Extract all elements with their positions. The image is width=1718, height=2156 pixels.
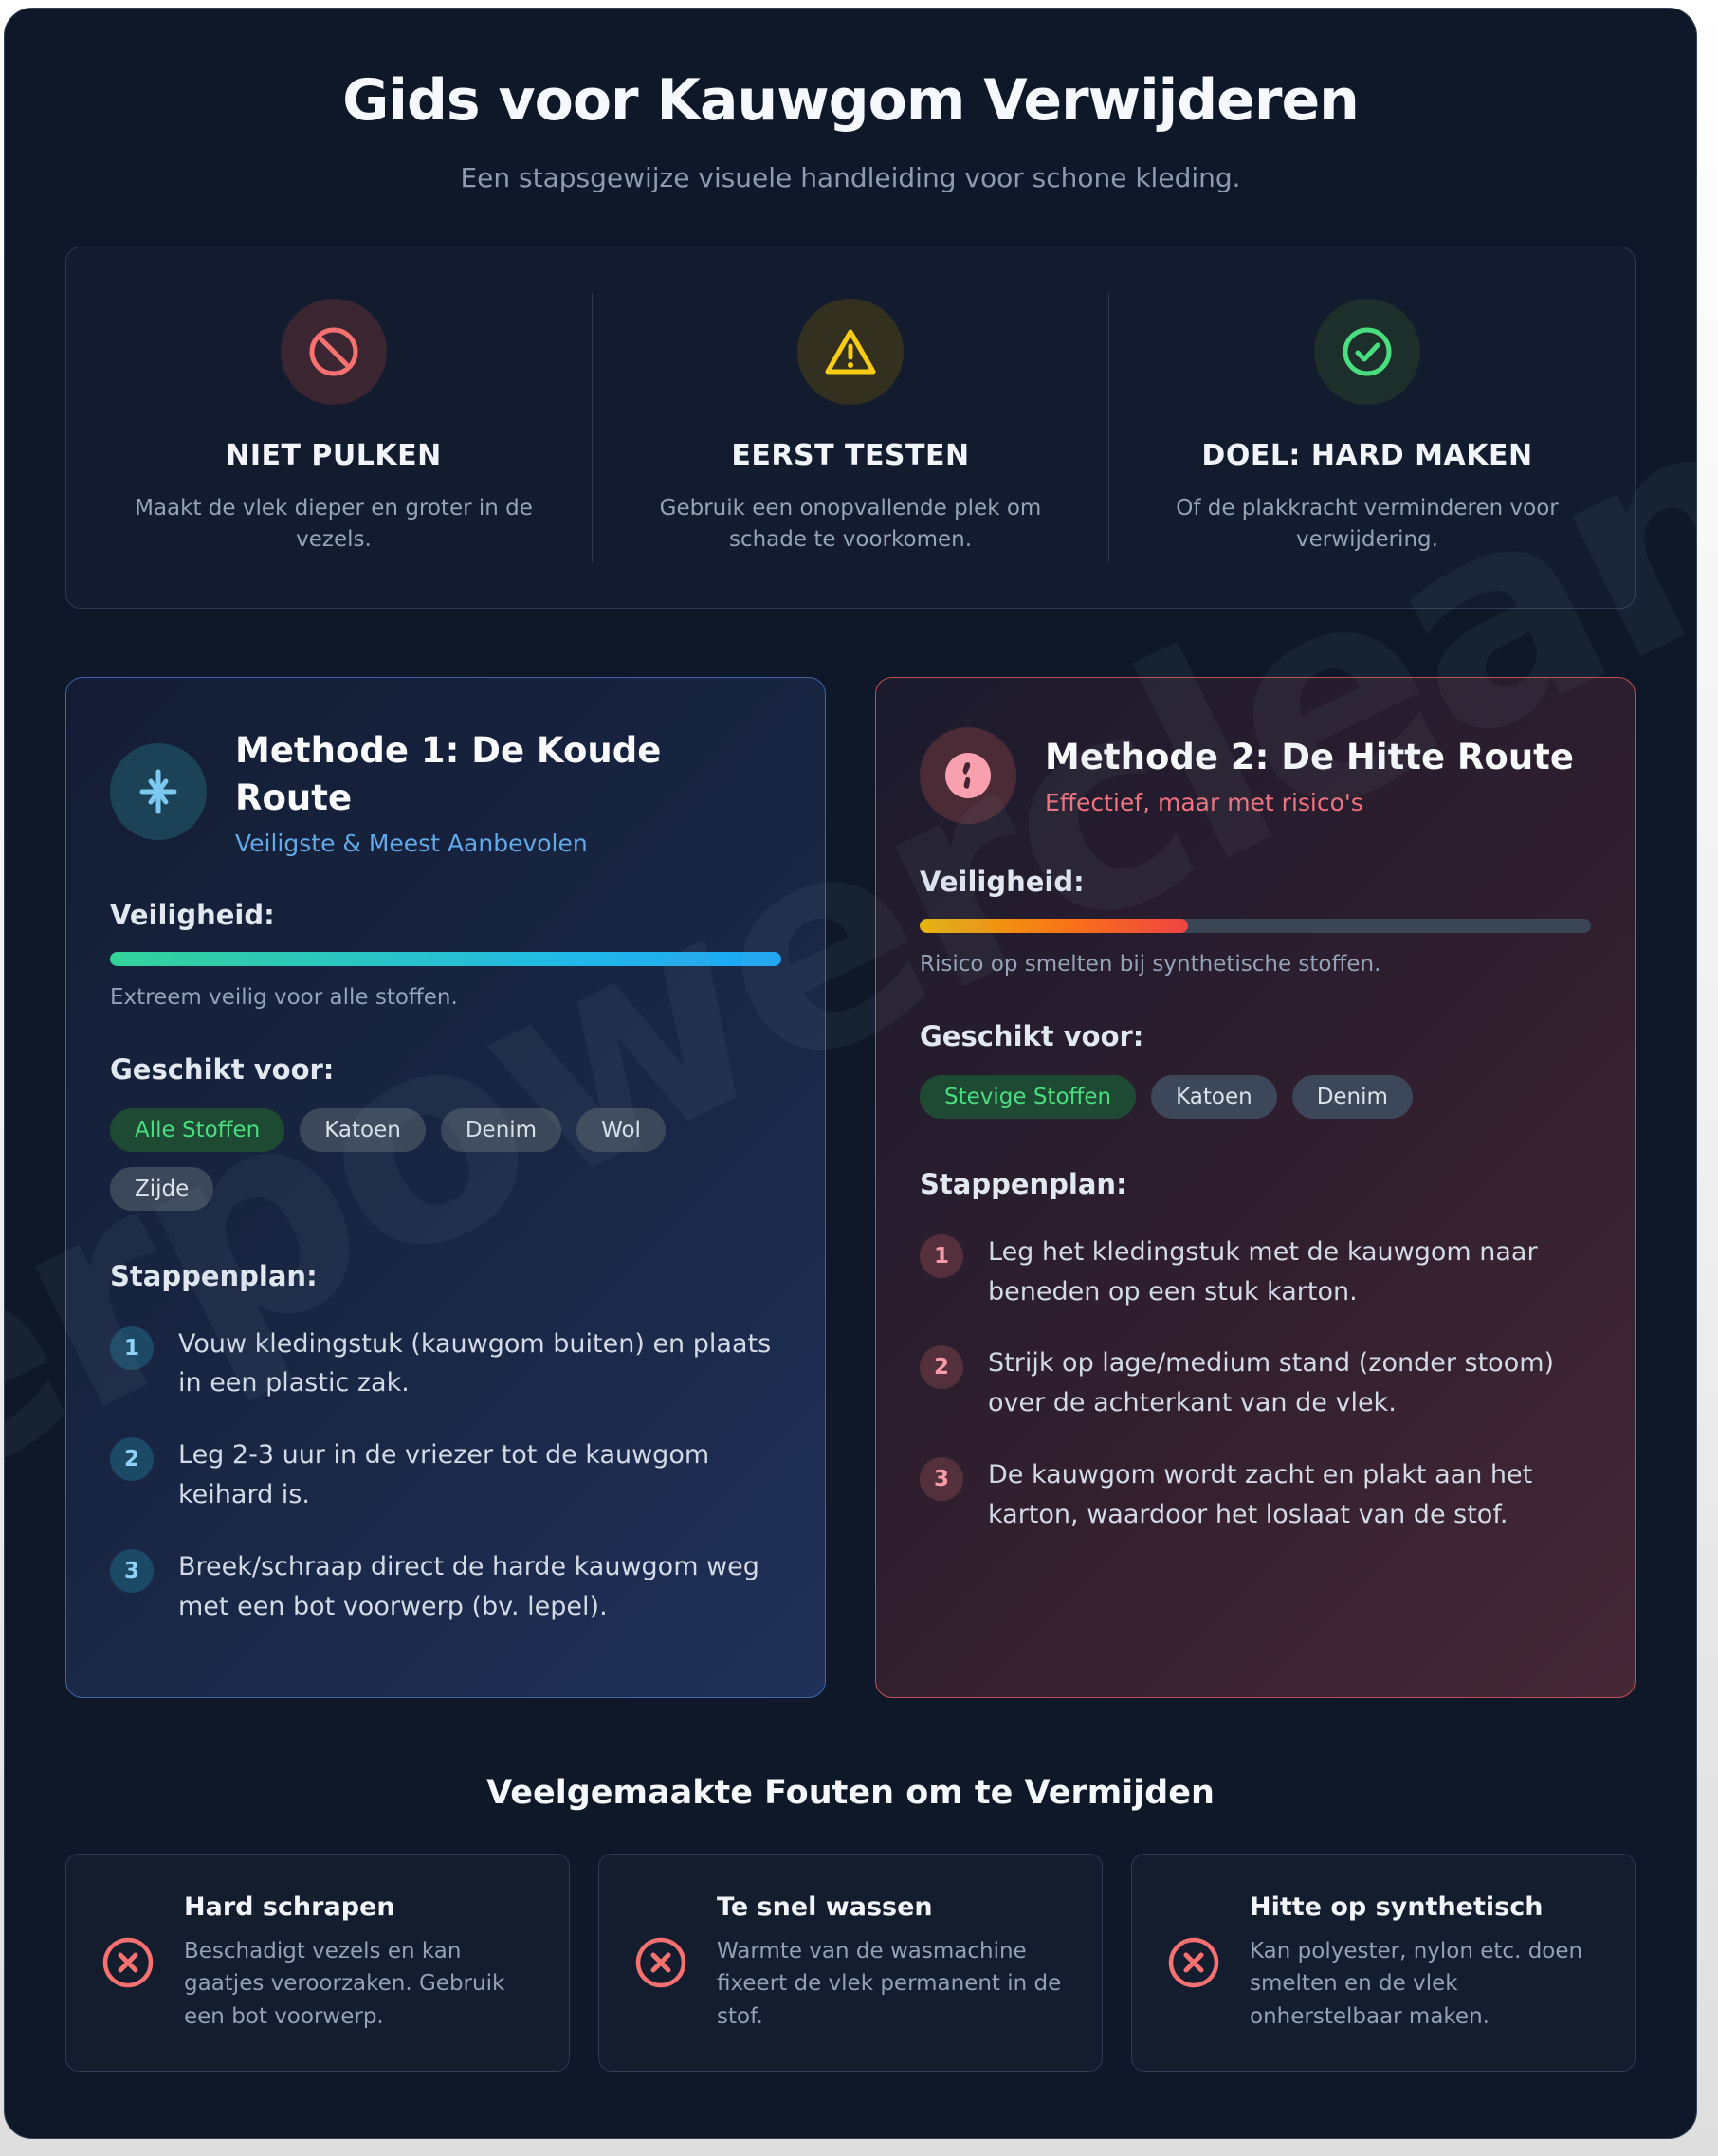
step-text: Strijk op lage/medium stand (zonder stoo…	[988, 1348, 1555, 1418]
step-text: Leg 2-3 uur in de vriezer tot de kauwgom…	[178, 1440, 710, 1510]
fabric-tag: Wol	[576, 1107, 666, 1152]
mistakes-section-title: Veelgemaakte Fouten om te Vermijden	[486, 1773, 1215, 1812]
method-title: Methode 2: De Hitte Route	[1045, 737, 1574, 778]
error-cross-icon	[1164, 1935, 1223, 1990]
fabric-tags: Alle Stoffen Katoen Denim Wol Zijde	[110, 1107, 781, 1211]
steps-label: Stappenplan:	[110, 1259, 318, 1292]
method-title: Methode 1: De Koude Route	[235, 729, 662, 818]
step-number: 2	[110, 1437, 154, 1482]
step-item: 3 Breek/schraap direct de harde kauwgom …	[110, 1547, 781, 1627]
step-number: 2	[920, 1345, 963, 1390]
principle-description: Maakt de vlek dieper en groter in de vez…	[135, 496, 533, 553]
mistake-text-block: Hitte op synthetisch Kan polyester, nylo…	[1250, 1892, 1602, 2034]
mistake-description: Kan polyester, nylon etc. doen smelten e…	[1250, 1938, 1583, 2029]
fabric-tag: Zijde	[110, 1166, 214, 1211]
page-subtitle: Een stapsgewijze visuele handleiding voo…	[460, 162, 1241, 193]
mistake-description: Warmte van de wasmachine fixeert de vlek…	[717, 1938, 1062, 2029]
fabric-tag: Katoen	[300, 1107, 426, 1152]
principles-card: NIET PULKEN Maakt de vlek dieper en grot…	[65, 247, 1636, 609]
heat-icon	[920, 726, 1016, 824]
no-entry-icon	[281, 299, 387, 405]
methods-section: Methode 1: De Koude Route Veiligste & Me…	[65, 676, 1636, 1698]
mistake-title: Hard schrapen	[184, 1891, 395, 1922]
fabric-tag: Katoen	[1151, 1074, 1277, 1119]
mistake-card-hitte-op-synthetisch: Hitte op synthetisch Kan polyester, nylo…	[1131, 1853, 1636, 2073]
mistake-text-block: Te snel wassen Warmte van de wasmachine …	[717, 1892, 1069, 2034]
method-header: Methode 2: De Hitte Route Effectief, maa…	[920, 726, 1591, 824]
method-subtitle: Veiligste & Meest Aanbevolen	[235, 829, 588, 857]
mistake-card-hard-schrapen: Hard schrapen Beschadigt vezels en kan g…	[65, 1853, 570, 2073]
safety-note: Extreem veilig voor alle stoffen.	[110, 984, 458, 1010]
safety-note: Risico op smelten bij synthetische stoff…	[920, 951, 1381, 977]
safety-bar-fill	[920, 918, 1189, 933]
principle-doel-hard-maken: DOEL: HARD MAKEN Of de plakkracht vermin…	[1108, 293, 1625, 562]
safety-label: Veiligheid:	[110, 898, 275, 931]
mistake-text-block: Hard schrapen Beschadigt vezels en kan g…	[184, 1892, 537, 2034]
snowflake-icon	[110, 743, 207, 841]
step-text: Breek/schraap direct de harde kauwgom we…	[178, 1551, 759, 1621]
method-header: Methode 1: De Koude Route Veiligste & Me…	[110, 727, 781, 857]
step-list: 1 Vouw kledingstuk (kauwgom buiten) en p…	[110, 1325, 781, 1627]
principle-eerst-testen: EERST TESTEN Gebruik een onopvallende pl…	[592, 293, 1108, 562]
safety-bar-fill	[110, 951, 781, 966]
principle-title: NIET PULKEN	[226, 439, 442, 472]
mistake-description: Beschadigt vezels en kan gaatjes veroorz…	[184, 1938, 505, 2029]
step-item: 2 Leg 2-3 uur in de vriezer tot de kauwg…	[110, 1435, 781, 1515]
method-card-cold: Methode 1: De Koude Route Veiligste & Me…	[65, 676, 826, 1698]
safety-bar-track	[110, 951, 781, 966]
method-card-heat: Methode 2: De Hitte Route Effectief, maa…	[875, 676, 1636, 1698]
step-text: Vouw kledingstuk (kauwgom buiten) en pla…	[178, 1328, 772, 1398]
step-text: De kauwgom wordt zacht en plakt aan het …	[988, 1460, 1533, 1529]
mistake-title: Te snel wassen	[717, 1891, 933, 1922]
infographic-page: erpowerclean Gids voor Kauwgom Verwijder…	[4, 8, 1697, 2140]
principle-description: Gebruik een onopvallende plek om schade …	[659, 496, 1042, 553]
step-item: 1 Leg het kledingstuk met de kauwgom naa…	[920, 1233, 1591, 1312]
error-cross-icon	[99, 1935, 157, 1990]
step-number: 1	[920, 1233, 963, 1278]
safety-bar-track	[920, 918, 1591, 933]
principle-niet-pulken: NIET PULKEN Maakt de vlek dieper en grot…	[76, 293, 592, 562]
suitable-label: Geschikt voor:	[110, 1052, 335, 1086]
warning-icon	[797, 299, 904, 405]
page-title: Gids voor Kauwgom Verwijderen	[342, 67, 1360, 134]
steps-label: Stappenplan:	[920, 1167, 1127, 1200]
fabric-tags: Stevige Stoffen Katoen Denim	[920, 1074, 1591, 1119]
suitable-label: Geschikt voor:	[920, 1019, 1144, 1052]
mistakes-section: Hard schrapen Beschadigt vezels en kan g…	[65, 1853, 1636, 2073]
fabric-tag: Denim	[440, 1107, 562, 1152]
fabric-tag: Stevige Stoffen	[920, 1074, 1137, 1119]
principle-description: Of de plakkracht verminderen voor verwij…	[1176, 496, 1559, 553]
step-text: Leg het kledingstuk met de kauwgom naar …	[988, 1236, 1538, 1306]
step-number: 3	[920, 1457, 963, 1502]
principle-title: EERST TESTEN	[731, 439, 970, 472]
mistake-card-te-snel-wassen: Te snel wassen Warmte van de wasmachine …	[598, 1853, 1103, 2073]
step-item: 2 Strijk op lage/medium stand (zonder st…	[920, 1343, 1591, 1423]
fabric-tag: Denim	[1291, 1074, 1413, 1119]
method-title-block: Methode 2: De Hitte Route Effectief, maa…	[1045, 734, 1574, 816]
check-circle-icon	[1314, 299, 1420, 405]
method-title-block: Methode 1: De Koude Route Veiligste & Me…	[235, 727, 781, 857]
method-subtitle: Effectief, maar met risico's	[1045, 789, 1363, 817]
principle-title: DOEL: HARD MAKEN	[1201, 439, 1533, 472]
step-list: 1 Leg het kledingstuk met de kauwgom naa…	[920, 1233, 1591, 1535]
step-item: 3 De kauwgom wordt zacht en plakt aan he…	[920, 1455, 1591, 1535]
step-number: 3	[110, 1548, 154, 1593]
fabric-tag: Alle Stoffen	[110, 1107, 285, 1152]
safety-label: Veiligheid:	[920, 865, 1085, 898]
step-number: 1	[110, 1325, 154, 1370]
error-cross-icon	[631, 1935, 690, 1990]
step-item: 1 Vouw kledingstuk (kauwgom buiten) en p…	[110, 1325, 781, 1404]
mistake-title: Hitte op synthetisch	[1250, 1891, 1544, 1922]
